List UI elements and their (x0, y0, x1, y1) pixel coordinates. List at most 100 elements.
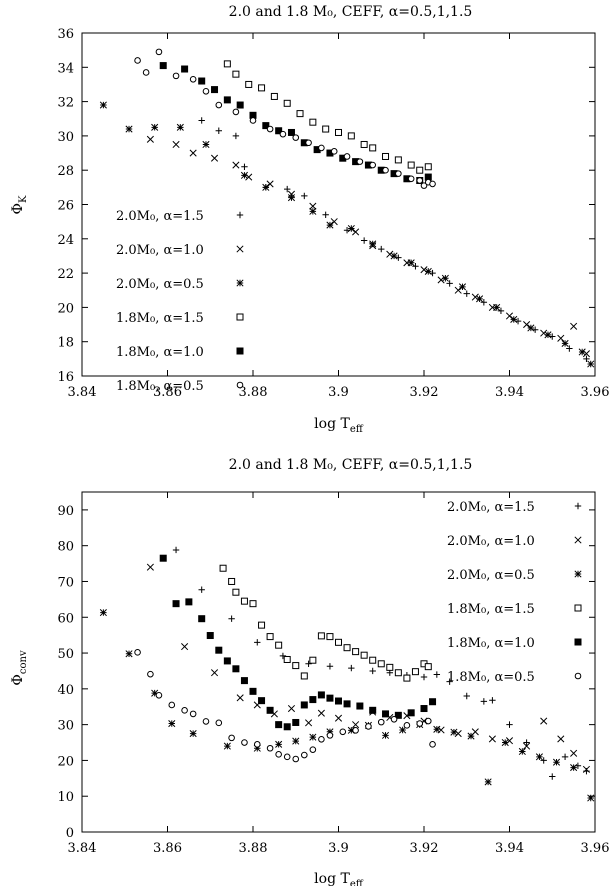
chart-2-data-point (391, 716, 397, 722)
chart-1: 2.0 and 1.8 M₀, CEFF, α=0.5,1,1.5 3.84 3.8… (10, 4, 609, 435)
chart-2-data-point (241, 598, 247, 604)
chart-2-data-point (233, 589, 239, 595)
chart-1-data-point (241, 172, 247, 178)
chart-1-data-point (348, 133, 354, 139)
chart-2-x-tick-label: 3.9 (328, 841, 349, 856)
chart-2-y-axis-label: Φconv (10, 650, 29, 686)
chart-1-data-point (481, 299, 487, 305)
chart-2-data-point (327, 663, 333, 669)
chart-1-data-point (545, 332, 551, 338)
chart-1-x-tick-label: 3.9 (328, 385, 349, 400)
chart-2-data-point (293, 663, 299, 669)
chart-2-data-point (267, 634, 273, 640)
chart-2-data-point (302, 752, 308, 758)
chart-2-y-tick-label: 10 (57, 790, 74, 805)
chart-2-x-tick-label: 3.94 (495, 841, 524, 856)
chart-1-data-point (147, 136, 153, 142)
chart-1-data-point (237, 102, 243, 108)
chart-1-x-tick-label: 3.84 (68, 385, 97, 400)
chart-1-data-point (233, 162, 239, 168)
chart-2-data-point (259, 622, 265, 628)
chart-2-data-point (336, 698, 342, 704)
chart-1-x-axis-label: log Teff (314, 416, 364, 435)
chart-1-data-point (446, 280, 452, 286)
chart-1-data-point (177, 124, 183, 130)
chart-1-data-point (267, 181, 273, 187)
chart-2-data-point (181, 643, 187, 649)
chart-2-data-point (310, 697, 316, 703)
chart-2-legend-label: 1.8M₀, α=0.5 (447, 670, 535, 685)
chart-2-data-point (169, 720, 175, 726)
chart-2-data-point (468, 733, 474, 739)
chart-2-data-point (481, 698, 487, 704)
chart-2-data-point (430, 742, 436, 748)
chart-2-legend-label: 2.0M₀, α=0.5 (447, 568, 535, 583)
chart-1-legend-label: 2.0M₀, α=0.5 (116, 277, 204, 292)
chart-2-data-point (233, 666, 239, 672)
chart-2-data-point (156, 692, 162, 698)
chart-2-data-point (199, 616, 205, 622)
chart-2-data-point (288, 705, 294, 711)
chart-1-legend-label: 2.0M₀, α=1.0 (116, 243, 204, 258)
chart-2: 2.0 and 1.8 M₀, CEFF, α=0.5,1,1.53.84 3.8… (10, 457, 609, 886)
chart-2-data-point (353, 649, 359, 655)
chart-2-x-tick-label: 3.96 (581, 841, 610, 856)
chart-2-data-point (259, 698, 265, 704)
chart-1-data-point (233, 71, 239, 77)
chart-1-data-point (293, 135, 299, 141)
chart-2-data-point (293, 719, 299, 725)
chart-2-data-point (506, 721, 512, 727)
chart-1-data-point (352, 229, 358, 235)
chart-1-data-point (310, 119, 316, 125)
chart-1-y-tick-label: 36 (57, 27, 74, 42)
chart-2-data-point (404, 723, 410, 729)
chart-2-y-tick-label: 40 (57, 683, 74, 698)
chart-2-series-4 (220, 565, 431, 681)
chart-2-data-point (224, 658, 230, 664)
chart-1-data-point (370, 162, 376, 168)
chart-2-data-point (352, 721, 358, 727)
chart-2-data-point (305, 720, 311, 726)
chart-2-data-point (327, 733, 333, 739)
chart-2-legend: 2.0M₀, α=1.52.0M₀, α=1.02.0M₀, α=0.51.8M… (447, 500, 581, 685)
chart-2-data-point (395, 670, 401, 676)
chart-2-data-point (199, 587, 205, 593)
chart-1-data-point (361, 141, 367, 147)
chart-1-data-point (344, 154, 350, 160)
chart-1-data-point (528, 325, 534, 331)
chart-1-data-point (143, 70, 149, 76)
chart-1-x-tick-label: 3.94 (495, 385, 524, 400)
chart-1-y-tick-label: 26 (57, 199, 74, 214)
chart-1-data-point (408, 176, 414, 182)
chart-1-x-tick-label: 3.96 (581, 385, 610, 400)
chart-1-data-point (280, 131, 286, 137)
chart-1-data-point (327, 222, 333, 228)
chart-1-data-point (233, 109, 239, 115)
chart-2-data-point (228, 615, 234, 621)
chart-1-x-tick-label: 3.88 (239, 385, 268, 400)
chart-2-data-point (293, 738, 299, 744)
chart-2-data-point (250, 601, 256, 607)
chart-2-data-point (570, 750, 576, 756)
chart-1-data-point (378, 246, 384, 252)
chart-2-data-point (148, 671, 154, 677)
chart-1-data-point (203, 89, 209, 95)
chart-1-x-tick-label: 3.92 (410, 385, 439, 400)
chart-1-data-point (442, 275, 448, 281)
chart-2-data-point (237, 695, 243, 701)
chart-1-legend-marker (237, 246, 243, 252)
chart-1-data-point (284, 186, 290, 192)
chart-2-data-point (549, 773, 555, 779)
chart-1-data-point (370, 241, 376, 247)
chart-1-y-axis-label: ΦK (10, 195, 29, 214)
chart-2-data-point (370, 668, 376, 674)
chart-2-data-point (519, 748, 525, 754)
chart-1-legend-label: 2.0M₀, α=1.5 (116, 209, 204, 224)
chart-2-data-point (229, 735, 235, 741)
chart-1-data-point (348, 225, 354, 231)
chart-1-data-point (459, 284, 465, 290)
chart-2-data-point (536, 754, 542, 760)
chart-1-data-point (288, 129, 294, 135)
chart-2-data-point (558, 736, 564, 742)
chart-2-data-point (173, 547, 179, 553)
